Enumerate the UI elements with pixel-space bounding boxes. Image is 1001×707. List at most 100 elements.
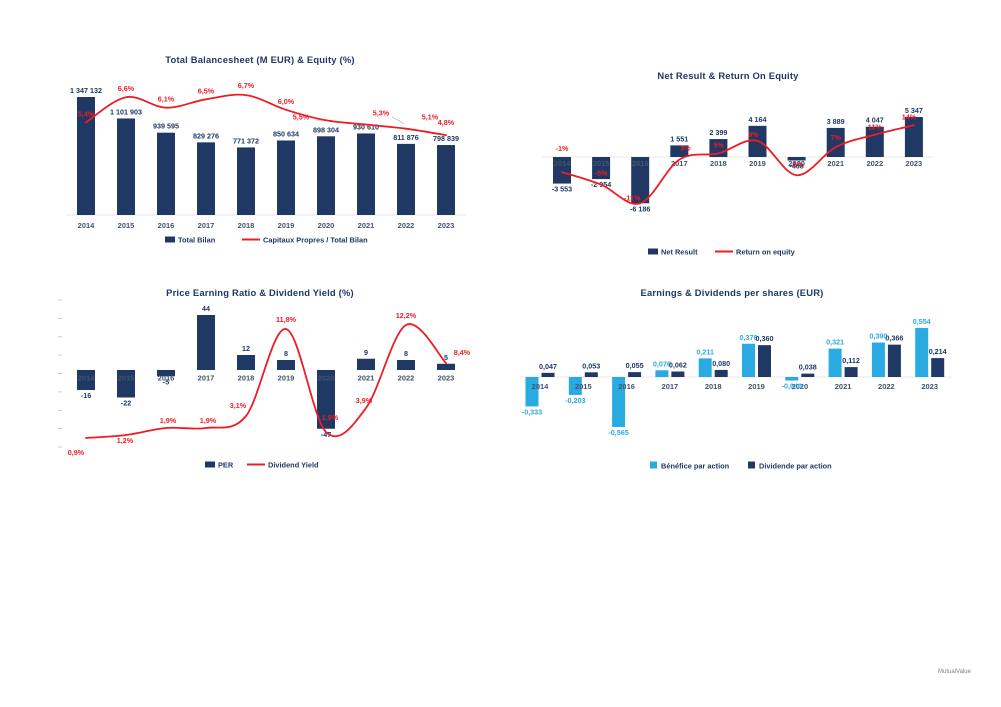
x-axis-label: 2016	[158, 221, 175, 230]
bar-value-label: 850 634	[273, 129, 299, 138]
bar-value-label: 0,214	[929, 347, 947, 356]
bar-value-label: 8	[404, 349, 408, 358]
line-value-label: 5%	[713, 140, 724, 149]
x-axis-label: 2022	[866, 159, 883, 168]
bar-value-label: 5	[444, 353, 448, 362]
bar	[237, 147, 255, 215]
label-leader-line	[391, 116, 405, 124]
bar	[801, 373, 815, 377]
x-axis-label: 2021	[358, 221, 375, 230]
bar	[317, 136, 335, 215]
x-axis-label: 2023	[438, 374, 455, 383]
chart-eps-dps: Earnings & Dividends per shares (EUR) 20…	[520, 287, 952, 471]
x-axis-label: 2014	[532, 382, 550, 391]
bar-value-label: -468	[789, 162, 803, 171]
chart-per-dividend-yield: Price Earning Ratio & Dividend Yield (%)…	[58, 287, 471, 470]
bar	[844, 367, 858, 377]
x-axis-label: 2015	[593, 159, 610, 168]
bar-value-label: 0,047	[539, 362, 557, 371]
legend-swatch-dps	[748, 461, 755, 469]
bar-value-label: 829 276	[193, 131, 219, 140]
chart-balance-sheet: Total Balancesheet (M EUR) & Equity (%) …	[66, 54, 466, 245]
x-axis-label: 2015	[118, 374, 135, 383]
line-value-label: 11%	[868, 123, 883, 132]
bar	[671, 371, 685, 377]
bar-value-label: 0,080	[712, 359, 730, 368]
x-axis-label: 2018	[710, 159, 727, 168]
line-value-label: 5,3%	[373, 109, 390, 118]
bar-value-label: 939 595	[153, 122, 179, 131]
line-value-label: 1,2%	[117, 436, 134, 445]
bar-value-label: 5 347	[905, 106, 923, 115]
x-axis-label: 2022	[398, 374, 415, 383]
bar-value-label: -47	[321, 430, 331, 439]
line-value-label: -5%	[595, 169, 608, 178]
bar-value-label: 3 889	[827, 117, 845, 126]
line-value-label: -1%	[790, 160, 803, 169]
bar-value-label: 0,076	[653, 359, 671, 368]
bar-value-label: 798 839	[433, 134, 459, 143]
bar	[915, 328, 929, 377]
line-value-label: 1,9%	[322, 413, 339, 422]
bar	[277, 140, 295, 215]
line-value-label: 3,9%	[356, 396, 373, 405]
bar	[77, 370, 95, 390]
bar-value-label: 44	[202, 304, 210, 313]
bar-value-label: 4 164	[749, 115, 767, 124]
bar	[237, 355, 255, 370]
bar-value-label: 0,390	[869, 332, 887, 341]
bar-value-label: 1 551	[670, 134, 688, 143]
bar-value-label: 0,055	[626, 361, 644, 370]
line-value-label: 3%	[680, 144, 691, 153]
chart-legend: Net Result Return on equity	[648, 248, 796, 257]
chart-title: Total Balancesheet (M EUR) & Equity (%)	[165, 54, 354, 65]
line-value-label: 14%	[902, 112, 917, 121]
bar	[758, 345, 771, 377]
bar	[117, 118, 135, 215]
chart-title: Net Result & Return On Equity	[657, 70, 799, 81]
bar-value-label: 0,038	[799, 363, 817, 372]
bar	[157, 132, 175, 215]
chart-title: Earnings & Dividends per shares (EUR)	[641, 287, 824, 298]
x-axis-label: 2020	[318, 221, 335, 230]
bar-value-label: 0,360	[756, 334, 774, 343]
legend-swatch-eps	[650, 461, 657, 469]
x-axis-label: 2019	[278, 221, 295, 230]
legend-label-roe-line: Return on equity	[736, 248, 796, 257]
line-value-label: 6,5%	[198, 86, 215, 95]
bar	[437, 363, 455, 370]
bar	[197, 315, 215, 370]
legend-label-dy-line: Dividend Yield	[268, 461, 319, 470]
line-value-label: 4,8%	[438, 118, 455, 127]
line-value-label: 8,4%	[454, 348, 471, 357]
chart-legend: Bénéfice par action Dividende par action	[650, 461, 832, 471]
bar-value-label: 12	[242, 344, 250, 353]
x-axis-label: 2016	[618, 382, 635, 391]
line-value-label: -11%	[624, 193, 641, 202]
bar-value-label: 898 304	[313, 125, 339, 134]
legend-label-equity-line: Capitaux Propres / Total Bilan	[263, 236, 368, 245]
bar-value-label: 0,554	[913, 317, 931, 326]
x-axis-label: 2017	[198, 374, 215, 383]
x-axis-label: 2022	[878, 382, 895, 391]
legend-label-total-bilan: Total Bilan	[178, 236, 216, 245]
bar	[77, 96, 95, 215]
line-value-label: 7%	[831, 133, 842, 142]
bar	[584, 372, 598, 377]
x-axis-label: 2023	[438, 221, 455, 230]
x-axis-label: 2023	[906, 159, 923, 168]
bar	[628, 372, 642, 377]
bar-value-label: 0,366	[885, 334, 903, 343]
line-value-label: 6,1%	[158, 95, 175, 104]
x-axis-label: 2021	[358, 374, 375, 383]
bar	[157, 370, 175, 377]
line-value-label: 3,1%	[230, 401, 247, 410]
bar	[631, 157, 650, 204]
x-axis-label: 2017	[662, 382, 679, 391]
line-value-label: 5,5%	[293, 112, 310, 121]
bar	[931, 358, 945, 377]
bar-value-label: -0,203	[565, 396, 585, 405]
line-value-label: 6,7%	[238, 81, 255, 90]
bar-value-label: 811 876	[393, 133, 419, 142]
